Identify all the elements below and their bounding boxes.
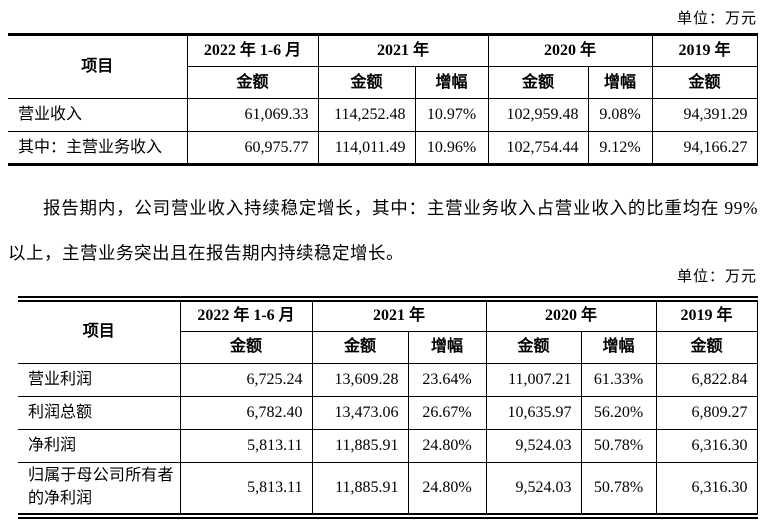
row-label: 净利润 — [18, 428, 181, 463]
cell-amount: 6,316.30 — [655, 461, 758, 517]
header-2021: 2021 年 — [311, 298, 487, 332]
header-amount-2019: 金额 — [655, 330, 758, 364]
unit-label-top: 单位：万元 — [676, 11, 757, 27]
cell-growth: 23.64% — [407, 362, 487, 397]
cell-amount: 10,635.97 — [485, 395, 582, 430]
cell-growth: 9.08% — [587, 98, 653, 132]
cell-amount: 6,782.40 — [179, 395, 313, 430]
revenue-table: 项目 2022 年 1-6 月 2021 年 2020 年 2019 年 金额 … — [8, 33, 758, 166]
row-label: 营业利润 — [18, 362, 181, 397]
header-growth-2021: 增幅 — [414, 66, 489, 99]
table-row: 归属于母公司所有者的净利润 5,813.11 11,885.91 24.80% … — [18, 461, 758, 517]
header-2021: 2021 年 — [317, 34, 489, 67]
cell-growth: 24.80% — [407, 461, 487, 517]
cell-amount: 94,391.29 — [651, 98, 758, 132]
header-2022: 2022 年 1-6 月 — [179, 298, 313, 332]
cell-growth: 26.67% — [407, 395, 487, 430]
cell-amount: 13,473.06 — [311, 395, 409, 430]
cell-amount: 9,524.03 — [485, 461, 582, 517]
row-label: 利润总额 — [18, 395, 181, 430]
header-growth-2020: 增幅 — [587, 66, 653, 99]
cell-amount: 6,316.30 — [655, 428, 758, 463]
cell-amount: 61,069.33 — [186, 98, 319, 132]
cell-amount: 114,011.49 — [317, 131, 416, 165]
cell-amount: 13,609.28 — [311, 362, 409, 397]
header-amount-2020: 金额 — [485, 330, 582, 364]
header-amount-2021: 金额 — [317, 66, 416, 99]
cell-amount: 102,754.44 — [487, 131, 589, 165]
cell-amount: 114,252.48 — [317, 98, 416, 132]
header-2019: 2019 年 — [651, 34, 758, 67]
cell-amount: 5,813.11 — [179, 461, 313, 517]
cell-growth: 50.78% — [580, 428, 657, 463]
cell-amount: 6,809.27 — [655, 395, 758, 430]
row-label: 其中：主营业务收入 — [8, 131, 188, 165]
table-row: 营业收入 61,069.33 114,252.48 10.97% 102,959… — [8, 98, 758, 132]
header-2020: 2020 年 — [487, 34, 653, 67]
header-2019: 2019 年 — [655, 298, 758, 332]
profit-table: 项目 2022 年 1-6 月 2021 年 2020 年 2019 年 金额 … — [18, 296, 758, 519]
table-row: 营业利润 6,725.24 13,609.28 23.64% 11,007.21… — [18, 362, 758, 397]
unit-label-mid: 单位：万元 — [676, 269, 757, 285]
cell-amount: 11,007.21 — [485, 362, 582, 397]
cell-amount: 102,959.48 — [487, 98, 589, 132]
cell-growth: 56.20% — [580, 395, 657, 430]
cell-growth: 9.12% — [587, 131, 653, 165]
table-row: 其中：主营业务收入 60,975.77 114,011.49 10.96% 10… — [8, 131, 758, 165]
cell-amount: 60,975.77 — [186, 131, 319, 165]
cell-amount: 11,885.91 — [311, 461, 409, 517]
header-amount-2020: 金额 — [487, 66, 589, 99]
table-row: 利润总额 6,782.40 13,473.06 26.67% 10,635.97… — [18, 395, 758, 430]
cell-growth: 24.80% — [407, 428, 487, 463]
cell-growth: 50.78% — [580, 461, 657, 517]
row-label: 归属于母公司所有者的净利润 — [18, 461, 181, 517]
header-growth-2021: 增幅 — [407, 330, 487, 364]
header-growth-2020: 增幅 — [580, 330, 657, 364]
cell-amount: 9,524.03 — [485, 428, 582, 463]
cell-amount: 5,813.11 — [179, 428, 313, 463]
row-label: 营业收入 — [8, 98, 188, 132]
cell-amount: 11,885.91 — [311, 428, 409, 463]
body-paragraph: 报告期内，公司营业收入持续稳定增长，其中：主营业务收入占营业收入的比重均在 99… — [8, 198, 758, 263]
cell-growth: 10.96% — [414, 131, 489, 165]
cell-amount: 94,166.27 — [651, 131, 758, 165]
header-amount-2019: 金额 — [651, 66, 758, 99]
header-amount-2021: 金额 — [311, 330, 409, 364]
header-amount-2022: 金额 — [187, 66, 319, 99]
cell-growth: 10.97% — [414, 98, 489, 132]
cell-amount: 6,822.84 — [655, 362, 758, 397]
header-item: 项目 — [8, 34, 188, 99]
cell-amount: 6,725.24 — [179, 362, 313, 397]
header-amount-2022: 金额 — [180, 330, 313, 364]
header-2022: 2022 年 1-6 月 — [186, 34, 319, 67]
cell-growth: 61.33% — [580, 362, 657, 397]
header-2020: 2020 年 — [485, 298, 657, 332]
table-row: 净利润 5,813.11 11,885.91 24.80% 9,524.03 5… — [18, 428, 758, 463]
header-item: 项目 — [18, 298, 181, 364]
